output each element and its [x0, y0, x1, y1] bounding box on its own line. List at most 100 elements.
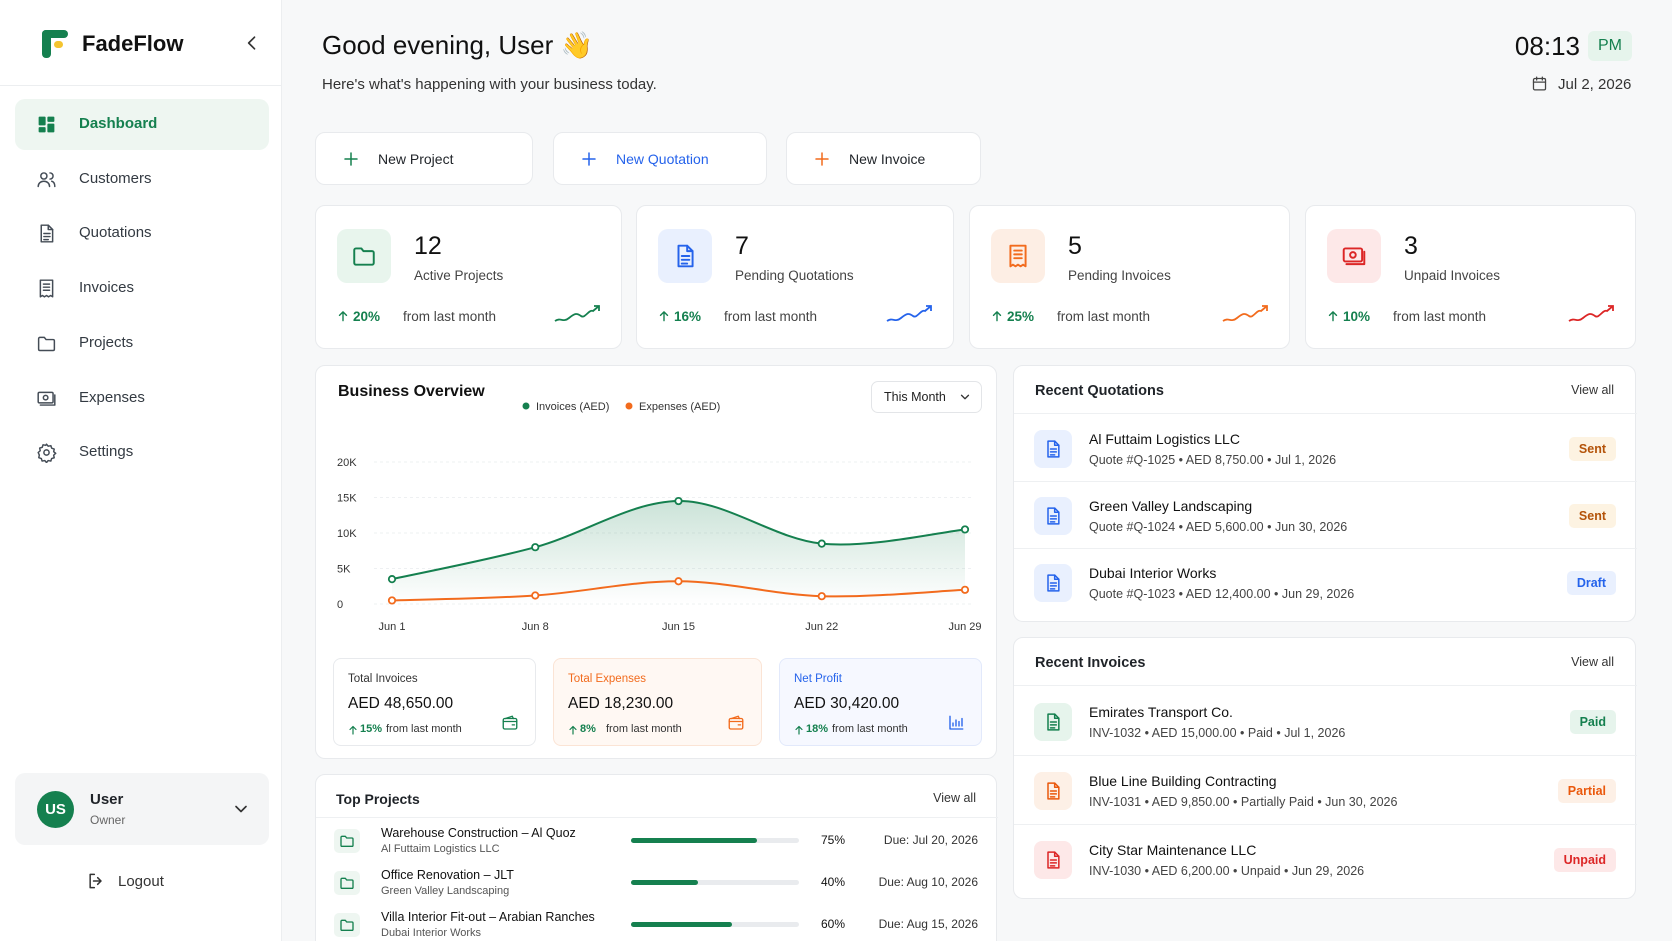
up-arrow — [567, 723, 579, 735]
icon-part — [38, 116, 46, 126]
icon — [339, 833, 355, 854]
project-due: Due: Aug 15, 2026 — [878, 917, 978, 931]
view-all-link[interactable]: View all — [933, 791, 976, 805]
quick-action-button[interactable]: New Quotation — [553, 132, 767, 185]
icon-part — [39, 393, 56, 406]
period-filter[interactable]: This Month — [871, 381, 982, 413]
sidebar: FadeFlow Dashboard Customers Quotations Invo… — [0, 0, 282, 941]
icon — [1043, 506, 1063, 531]
data-point — [817, 539, 826, 548]
nav-item[interactable]: Customers — [15, 154, 269, 205]
icon-part — [349, 725, 357, 735]
icon-part — [502, 715, 518, 730]
icon-part — [1047, 781, 1060, 800]
icon-part — [1009, 244, 1027, 268]
user-role: Owner — [90, 813, 126, 827]
nav-label: Quotations — [79, 224, 152, 242]
row-icon — [1034, 496, 1072, 535]
nav-item[interactable]: Invoices — [15, 263, 269, 314]
area-fill — [392, 501, 965, 604]
project-icon — [334, 829, 360, 853]
project-name: Warehouse Construction – Al Quoz — [381, 826, 576, 840]
project-icon — [334, 871, 360, 895]
icon-part — [1009, 244, 1027, 268]
nav-item[interactable]: Dashboard — [15, 99, 269, 150]
action-label: New Project — [378, 151, 454, 167]
list-row[interactable]: City Star Maintenance LLC INV-1030 • AED … — [1014, 825, 1637, 894]
row-detail: Quote #Q-1025 • AED 8,750.00 • Jul 1, 20… — [1089, 452, 1337, 467]
icon-part — [344, 152, 358, 166]
stat-value: 7 — [735, 232, 749, 260]
icon-part — [340, 835, 354, 847]
list-row[interactable]: Al Futtaim Logistics LLC Quote #Q-1025 • … — [1014, 415, 1637, 482]
icon-part — [1047, 573, 1060, 592]
sparkline — [1567, 303, 1615, 325]
data-point — [674, 577, 683, 586]
stat-card: 12 Active Projects 20% from last month — [315, 205, 622, 349]
icon-part — [1013, 249, 1023, 260]
icon-part — [37, 171, 56, 187]
list-row[interactable]: Dubai Interior Works Quote #Q-1023 • AED … — [1014, 549, 1637, 616]
plus-icon — [342, 150, 360, 168]
icon — [339, 917, 355, 938]
row-detail: INV-1032 • AED 15,000.00 • Paid • Jul 1,… — [1089, 725, 1346, 740]
icon-part — [89, 873, 102, 889]
nav-icon — [36, 223, 57, 244]
user-menu[interactable]: US User Owner — [15, 773, 269, 845]
stat-label: Pending Invoices — [1068, 268, 1171, 283]
summary-box: Total Invoices AED 48,650.00 15% from last … — [333, 658, 536, 746]
icon-part — [554, 305, 600, 322]
project-row[interactable]: Villa Interior Fit-out – Arabian Ranches… — [316, 904, 998, 941]
y-tick-label: 10K — [337, 528, 357, 540]
stat-value: 12 — [414, 232, 442, 260]
recent-invoices-card: Recent Invoices View all Emirates Transpor… — [1013, 637, 1637, 899]
nav-item[interactable]: Quotations — [15, 208, 269, 259]
quick-action-button[interactable]: New Project — [315, 132, 533, 185]
row-detail: Quote #Q-1024 • AED 5,600.00 • Jun 30, 2… — [1089, 519, 1348, 534]
project-name: Villa Interior Fit-out – Arabian Ranches — [381, 910, 595, 924]
data-point — [387, 575, 397, 584]
y-tick-label: 15K — [337, 493, 357, 505]
nav-item[interactable]: Expenses — [15, 373, 269, 424]
nav-icon — [36, 388, 57, 409]
nav-item[interactable]: Settings — [15, 427, 269, 478]
nav-item[interactable]: Projects — [15, 318, 269, 369]
icon-part — [795, 725, 803, 735]
row-name: Green Valley Landscaping — [1089, 497, 1253, 514]
icon-part — [340, 919, 354, 931]
project-row[interactable]: Office Renovation – JLT Green Valley Land… — [316, 862, 998, 904]
stat-value: 5 — [1068, 232, 1082, 260]
icon-part — [886, 305, 932, 322]
view-all-link[interactable]: View all — [1571, 383, 1614, 397]
icon-part — [37, 391, 54, 404]
summary-change-text: from last month — [606, 723, 682, 735]
x-tick-label: Jun 1 — [379, 621, 406, 633]
icon-part — [1328, 311, 1338, 322]
icon-part — [42, 283, 51, 292]
icon-part — [1049, 439, 1060, 456]
icon-part — [247, 36, 256, 50]
subtitle: Here's what's happening with your busine… — [322, 76, 657, 93]
view-all-link[interactable]: View all — [1571, 655, 1614, 669]
list-row[interactable]: Green Valley Landscaping Quote #Q-1024 • … — [1014, 482, 1637, 549]
list-row[interactable]: Blue Line Building Contracting INV-1031 •… — [1014, 756, 1637, 825]
action-label: New Invoice — [849, 151, 926, 167]
icon-part — [1345, 250, 1366, 266]
quick-action-button[interactable]: New Invoice — [786, 132, 981, 185]
icon-part — [38, 116, 55, 133]
progress-bar — [631, 880, 699, 885]
list-row[interactable]: Emirates Transport Co. INV-1032 • AED 15,… — [1014, 687, 1637, 756]
project-row[interactable]: Warehouse Construction – Al Quoz Al Futta… — [316, 820, 998, 862]
collapse-sidebar[interactable] — [242, 33, 262, 53]
logout-button[interactable]: Logout — [86, 869, 196, 895]
stat-change-text: from last month — [1393, 309, 1487, 324]
stat-icon — [337, 229, 391, 283]
icon-part — [582, 152, 596, 166]
nav-label: Dashboard — [79, 115, 158, 132]
icon-part — [1049, 712, 1060, 729]
icon-part — [340, 835, 354, 847]
row-icon — [1034, 429, 1072, 468]
data-point — [960, 585, 970, 594]
icon-part — [1349, 251, 1357, 259]
